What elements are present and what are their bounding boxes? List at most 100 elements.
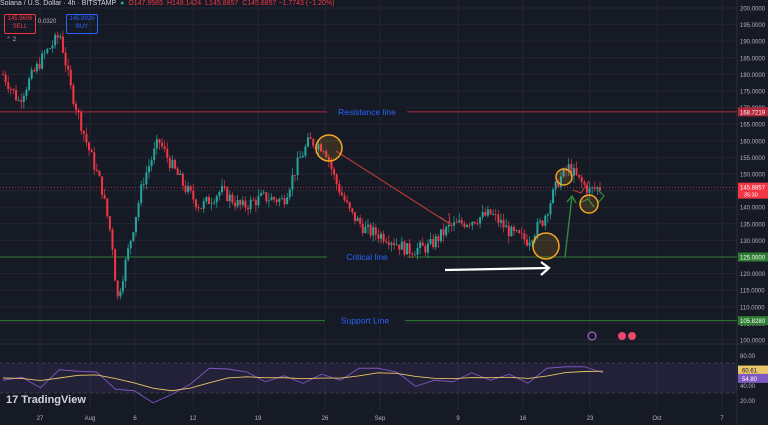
x-tick-label: Aug [85, 416, 96, 422]
y-tick-label: 195.0000 [740, 23, 766, 29]
candle-body [424, 245, 427, 253]
candle-body [228, 194, 231, 202]
candle-body [288, 189, 291, 198]
candle-body [254, 200, 257, 206]
candle-body [343, 195, 346, 201]
candle-body [512, 226, 515, 231]
symbol-title[interactable]: Solana / U.S. Dollar · 4h · BITSTAMP [0, 0, 117, 7]
candle-body [528, 242, 531, 246]
candle-body [61, 36, 64, 53]
candle-body [184, 185, 187, 192]
candle-body [562, 168, 565, 177]
candle-body [134, 217, 137, 233]
sell-button[interactable]: 145.9606 SELL [4, 14, 36, 34]
live-dot: ● [120, 0, 125, 7]
candle-body [85, 133, 88, 143]
candle-body [226, 187, 229, 202]
candle-body [390, 243, 393, 245]
candle-body [426, 243, 429, 253]
y-tick-label: 160.0000 [740, 139, 766, 145]
candle-body [346, 200, 349, 203]
candle-body [484, 211, 487, 216]
candle-body [213, 202, 216, 204]
candle-body [207, 197, 210, 204]
x-tick-label: 26 [322, 416, 329, 422]
candle-body [35, 63, 38, 72]
candle-body [194, 199, 197, 208]
candle-body [147, 166, 150, 173]
indicators-toggle[interactable]: ⌃ 2 [6, 36, 16, 43]
candle-body [468, 224, 471, 226]
candle-body [174, 159, 177, 169]
level-price-tag [738, 252, 768, 262]
candle-body [106, 198, 109, 217]
candle-body [33, 69, 36, 72]
candle-body [541, 220, 544, 226]
candle-body [205, 197, 208, 202]
recent-high-circle [555, 168, 573, 186]
red-short-arrow [572, 180, 590, 194]
ohlc-open: O147.9585 [128, 0, 163, 7]
candle-body [531, 240, 534, 243]
bounce-circle [532, 232, 560, 260]
logo-text: TradingView [21, 394, 86, 406]
candle-body [257, 195, 260, 206]
y-tick-label: 110.0000 [740, 305, 765, 311]
candle-body [466, 224, 469, 227]
candle-body [526, 239, 529, 246]
candle-body [187, 186, 190, 192]
candle-body [442, 229, 445, 236]
y-tick-label: 100.0000 [740, 339, 766, 345]
candle-body [124, 259, 127, 282]
candle-body [296, 157, 299, 176]
x-tick-label: 27 [37, 416, 44, 422]
candle-body [497, 214, 500, 223]
y-tick-label: 135.0000 [740, 222, 766, 228]
candle-body [72, 85, 75, 104]
ohlc-close: C145.8857 −1.7743 (−1.20%) [242, 0, 335, 7]
candle-body [82, 130, 85, 134]
candle-body [307, 137, 310, 147]
candle-body [291, 175, 294, 190]
y-tick-label: 175.0000 [740, 90, 766, 96]
red-trend-arrow [335, 150, 451, 225]
candle-body [236, 200, 239, 207]
candle-body [382, 233, 385, 242]
candle-body [580, 177, 583, 182]
candle-body [218, 192, 221, 197]
buy-button[interactable]: 145.9926 BUY [66, 14, 98, 34]
candle-body [17, 100, 20, 101]
candle-body [200, 208, 203, 210]
candle-body [249, 199, 252, 210]
candle-body [252, 199, 255, 201]
candle-body [150, 160, 153, 167]
candle-body [129, 240, 132, 249]
rsi-line [2, 366, 604, 404]
y-tick-label: 130.0000 [740, 239, 766, 245]
level-label-bg [325, 315, 405, 326]
candle-body [301, 155, 304, 158]
candle-body [189, 186, 192, 191]
candle-body [192, 190, 195, 200]
candle-body [181, 173, 184, 186]
y-tick-label: 180.0000 [740, 73, 766, 79]
rsi-ma-tag [738, 365, 768, 375]
candle-body [408, 243, 411, 254]
candle-body [273, 197, 276, 200]
candle-body [463, 223, 466, 227]
candle-body [481, 211, 484, 218]
level-label-bg [327, 252, 407, 262]
candle-body [471, 221, 474, 226]
candle-body [304, 146, 307, 156]
candle-body [140, 184, 143, 204]
y-tick-label: 150.0000 [740, 173, 766, 179]
candlestick-series [2, 31, 601, 300]
candle-body [262, 192, 265, 194]
candle-body [447, 225, 450, 227]
candle-body [280, 198, 283, 200]
candle-body [421, 242, 424, 246]
symbol-header: Solana / U.S. Dollar · 4h · BITSTAMP ● O… [0, 0, 336, 14]
x-tick-label: 16 [520, 416, 527, 422]
candle-body [353, 212, 356, 222]
